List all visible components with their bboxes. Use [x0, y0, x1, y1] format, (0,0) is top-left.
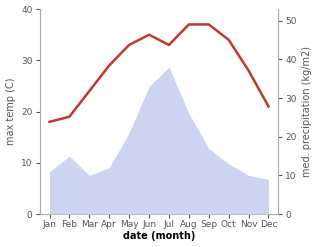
X-axis label: date (month): date (month) [123, 231, 195, 242]
Y-axis label: max temp (C): max temp (C) [5, 78, 16, 145]
Y-axis label: med. precipitation (kg/m2): med. precipitation (kg/m2) [302, 46, 313, 177]
